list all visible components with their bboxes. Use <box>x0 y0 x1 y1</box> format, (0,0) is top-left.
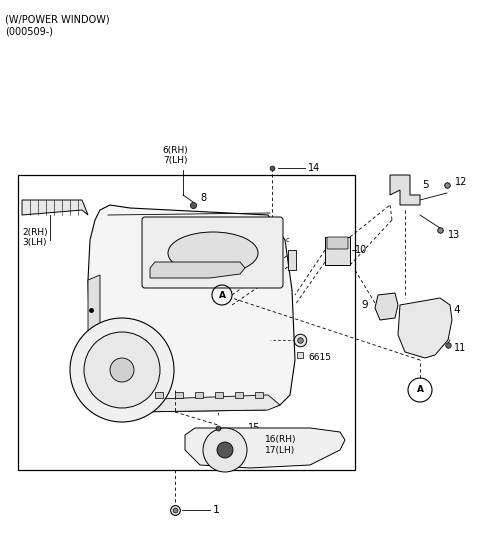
Text: 6615: 6615 <box>308 353 331 362</box>
Text: (W/POWER WINDOW): (W/POWER WINDOW) <box>5 15 109 25</box>
FancyBboxPatch shape <box>142 217 283 288</box>
Polygon shape <box>390 175 420 205</box>
Text: 1: 1 <box>213 505 220 515</box>
Bar <box>235 392 243 398</box>
Text: A: A <box>417 386 423 395</box>
Text: (000509-): (000509-) <box>5 26 53 36</box>
Ellipse shape <box>168 232 258 274</box>
Circle shape <box>110 358 134 382</box>
Polygon shape <box>398 298 452 358</box>
Polygon shape <box>95 385 280 412</box>
Polygon shape <box>88 275 100 360</box>
Text: 5: 5 <box>422 180 429 190</box>
Text: 13: 13 <box>448 230 460 240</box>
Text: 15: 15 <box>248 423 260 433</box>
Bar <box>288 250 296 270</box>
Bar <box>195 392 203 398</box>
Text: 8: 8 <box>200 193 206 203</box>
Polygon shape <box>325 237 350 265</box>
Text: 9: 9 <box>361 300 368 310</box>
Circle shape <box>203 428 247 472</box>
Bar <box>255 392 263 398</box>
Bar <box>155 392 163 398</box>
Text: 4: 4 <box>453 305 460 315</box>
Text: 10: 10 <box>355 245 367 255</box>
Bar <box>18 175 355 470</box>
Circle shape <box>84 332 160 408</box>
Polygon shape <box>150 262 245 278</box>
Text: 16(RH)
17(LH): 16(RH) 17(LH) <box>265 436 297 455</box>
Text: 14: 14 <box>308 163 320 173</box>
Text: A: A <box>218 291 226 300</box>
Polygon shape <box>375 293 398 320</box>
Text: 2(RH)
3(LH): 2(RH) 3(LH) <box>22 228 48 248</box>
FancyBboxPatch shape <box>327 237 348 249</box>
Text: 12: 12 <box>455 177 468 187</box>
Bar <box>175 392 183 398</box>
Text: c: c <box>286 237 290 243</box>
Bar <box>215 392 223 398</box>
Text: 6(RH)
7(LH): 6(RH) 7(LH) <box>162 146 188 165</box>
Circle shape <box>217 442 233 458</box>
Polygon shape <box>88 205 295 412</box>
Text: 11: 11 <box>454 343 466 353</box>
Polygon shape <box>185 428 345 468</box>
Circle shape <box>70 318 174 422</box>
Polygon shape <box>22 200 88 215</box>
